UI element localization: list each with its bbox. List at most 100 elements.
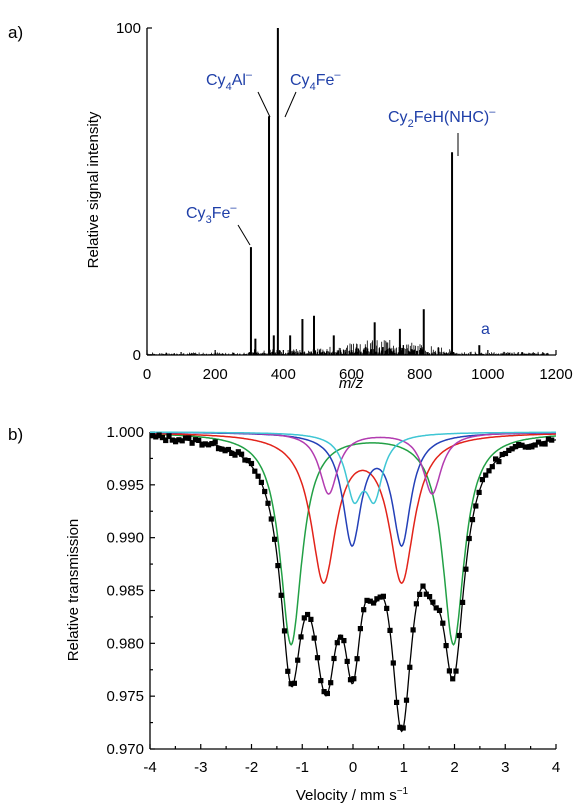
panel-b-data-point bbox=[493, 456, 499, 462]
panel-a-x-tick-label: 0 bbox=[143, 366, 151, 383]
panel-b-data-point bbox=[526, 444, 532, 450]
panel-b-data-point bbox=[328, 680, 334, 686]
panel-b-data-point bbox=[436, 607, 443, 613]
panel-b-data-point bbox=[149, 433, 156, 439]
panel-b-data-point bbox=[417, 591, 423, 597]
panel-b-x-tick-label: -3 bbox=[194, 759, 207, 776]
panel-b-data-point bbox=[182, 435, 189, 441]
panel-b-x-tick-label: 3 bbox=[501, 759, 509, 776]
panel-b-data-point bbox=[476, 489, 482, 495]
panel-b-data-point bbox=[173, 439, 179, 445]
panel-b-data-point bbox=[239, 451, 245, 457]
panel-b-data-point bbox=[301, 615, 307, 621]
panel-b-data-point bbox=[384, 605, 390, 611]
panel-b-data-point bbox=[549, 437, 555, 443]
panel-a-annotation: a bbox=[481, 321, 490, 338]
panel-a-annotation: Cy3Fe– bbox=[186, 202, 237, 226]
panel-b-data-point bbox=[341, 638, 347, 644]
panel-b-data-point bbox=[483, 472, 489, 478]
panel-b-data-point bbox=[397, 724, 403, 730]
panel-b-data-point bbox=[351, 676, 357, 682]
panel-a-annotation: Cy4Fe– bbox=[290, 69, 341, 93]
panel-b-data-point bbox=[245, 458, 251, 464]
panel-b-data-point bbox=[321, 689, 327, 695]
panel-b-data-point bbox=[298, 634, 304, 640]
panel-b-data-point bbox=[308, 616, 314, 622]
panel-b-data-point bbox=[232, 452, 238, 458]
panel-a-x-tick-label: 600 bbox=[339, 366, 364, 383]
panel-b-y-tick-label: 0.980 bbox=[106, 635, 144, 652]
panel-b-data-point bbox=[331, 655, 337, 662]
panel-b-data-point bbox=[334, 640, 340, 646]
panel-a-x-tick-label: 1200 bbox=[539, 366, 572, 383]
panel-b-y-tick-label: 0.995 bbox=[106, 477, 144, 494]
panel-b-data-point bbox=[159, 435, 165, 441]
panel-b-data-point bbox=[377, 594, 383, 600]
panel-b-x-tick-label: 4 bbox=[552, 759, 560, 776]
panel-a-x-tick-label: 1000 bbox=[471, 366, 504, 383]
panel-b-x-tick-label: -4 bbox=[143, 759, 156, 776]
panel-b-data-point bbox=[387, 627, 393, 633]
panel-b-data-point bbox=[166, 433, 172, 439]
panel-b-data-point bbox=[479, 477, 485, 483]
panel-b-data-point bbox=[380, 593, 386, 599]
panel-b-data-point bbox=[466, 535, 472, 542]
panel-b-data-point bbox=[163, 437, 169, 444]
panel-b-x-tick-label: 2 bbox=[450, 759, 458, 776]
panel-b-data-point bbox=[324, 690, 330, 697]
panel-b-data-point bbox=[443, 643, 449, 649]
panel-b-data-point bbox=[252, 468, 258, 474]
panel-b-data-point bbox=[262, 488, 268, 495]
panel-b-data-point bbox=[153, 434, 159, 440]
panel-b-y-tick-label: 0.975 bbox=[106, 688, 144, 705]
panel-b-y-label: Relative transmission bbox=[65, 519, 82, 662]
panel-b-data-point bbox=[281, 628, 288, 634]
panel-b-data-point bbox=[460, 599, 466, 605]
panel-a: 0 200 400 600 800 1000 1200 0 100 Cy4Al– Cy4Fe– Cy… bbox=[85, 20, 573, 392]
panel-b-data-point bbox=[433, 605, 439, 611]
panel-b-data-point bbox=[169, 437, 175, 443]
panel-b-subspectrum bbox=[149, 433, 556, 646]
panel-b-label: b) bbox=[8, 425, 23, 444]
panel-b-data-point bbox=[305, 611, 311, 618]
panel-b-data-point bbox=[209, 441, 215, 447]
panel-b-data-point bbox=[535, 439, 542, 445]
panel-b-data-point bbox=[539, 441, 545, 447]
panel-b-x-tick-label: 1 bbox=[400, 759, 408, 776]
panel-b-data-point bbox=[364, 597, 370, 603]
panel-a-x-tick-label: 200 bbox=[203, 366, 228, 383]
panel-a-x-tick-label: 800 bbox=[407, 366, 432, 383]
panel-b-data-point bbox=[354, 656, 360, 662]
panel-b-data-point bbox=[255, 473, 261, 479]
panel-b-data-point bbox=[338, 634, 344, 640]
panel-a-y-tick-label: 0 bbox=[133, 347, 141, 364]
panel-b-data-point bbox=[202, 441, 208, 447]
panel-b-data-point bbox=[295, 657, 301, 663]
panel-b-data-point bbox=[357, 626, 363, 632]
panel-b-data-point bbox=[489, 464, 495, 470]
panel-b-data-point bbox=[206, 442, 212, 448]
panel-b-y-tick-label: 0.990 bbox=[106, 530, 144, 547]
panel-b-data-point bbox=[215, 446, 222, 452]
panel-b-data-point bbox=[288, 681, 294, 687]
panel-b-data-point bbox=[258, 479, 264, 485]
panel-a-baseline-noise bbox=[146, 340, 549, 355]
panel-b-data-point bbox=[440, 620, 446, 626]
panel-a-y-tick-label: 100 bbox=[116, 20, 141, 37]
panel-b-data-point bbox=[430, 599, 436, 605]
panel-b-data-point bbox=[499, 451, 505, 458]
panel-b-data-point bbox=[272, 536, 278, 542]
panel-a-annotation-leader bbox=[284, 91, 297, 118]
panel-b-data-point bbox=[400, 725, 406, 731]
panel-b-data-point bbox=[446, 668, 452, 674]
panel-a-annotation: Cy4Al– bbox=[206, 69, 253, 93]
panel-b-data-point bbox=[390, 660, 396, 666]
panel-a-annotation: Cy2FeH(NHC)– bbox=[388, 106, 496, 130]
panel-b-data-point bbox=[486, 468, 492, 474]
panel-b-data-point bbox=[374, 596, 380, 602]
panel-b-data-point bbox=[347, 677, 354, 683]
panel-b-data-point bbox=[186, 435, 192, 441]
panel-b-data-point bbox=[179, 438, 185, 444]
panel-b-data-point bbox=[361, 607, 367, 613]
